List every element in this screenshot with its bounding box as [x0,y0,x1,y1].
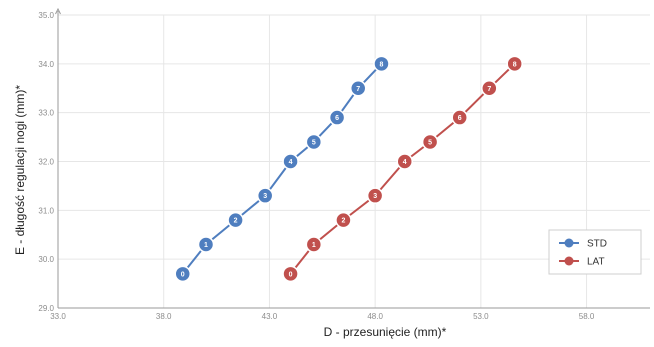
y-axis-arrow [55,7,61,15]
y-axis-title: E - długość regulacji nogi (mm)* [13,85,27,255]
legend-marker-std [564,238,574,248]
x-tick-label: 53.0 [473,312,489,321]
x-tick-label: 33.0 [50,312,66,321]
data-point-lat [335,211,352,229]
legend-box [548,229,642,275]
y-tick-label: 29.0 [38,304,54,313]
legend: STD LAT [548,229,642,275]
legend-label-std: STD [587,239,607,250]
data-point-label-std: 0 [181,271,185,278]
x-tick-label: 43.0 [262,312,278,321]
legend-marker-lat [564,256,574,266]
series-lat: 0 1 2 3 4 5 6 7 8 [282,55,523,283]
x-tick-label: 48.0 [367,312,383,321]
data-point-label-std: 1 [204,242,208,249]
data-point-std [373,55,390,73]
data-point-label-lat: 0 [289,271,293,278]
data-point-std [305,133,323,151]
x-tick-labels: 33.0 38.0 43.0 48.0 53.0 58.0 [50,312,595,321]
y-tick-label: 30.0 [38,255,54,264]
data-point-label-lat: 2 [341,218,345,225]
data-point-lat [396,153,413,170]
data-point-label-std: 2 [234,218,238,225]
data-point-lat [481,80,498,97]
y-tick-label: 34.0 [38,60,54,69]
data-point-std [227,211,244,229]
y-tick-label: 35.0 [38,11,54,20]
data-point-std [349,80,367,97]
data-point-std [256,187,274,204]
axes [55,7,650,309]
data-point-lat [506,55,523,73]
data-point-label-std: 6 [335,115,339,122]
data-point-label-lat: 7 [487,86,491,93]
data-point-lat [305,236,323,253]
data-point-lat [451,109,468,126]
x-tick-label: 58.0 [579,312,595,321]
data-point-std [197,236,215,253]
data-point-label-std: 8 [380,61,384,68]
y-tick-label: 33.0 [38,109,54,118]
data-point-label-std: 5 [312,139,316,146]
y-tick-label: 32.0 [38,158,54,167]
data-point-label-lat: 4 [403,159,407,166]
data-point-std [282,153,299,170]
x-axis-title: D - przesunięcie (mm)* [324,325,447,339]
grid [58,14,650,308]
data-point-label-std: 3 [263,193,267,200]
series-std: 0 1 2 3 4 5 6 7 8 [174,55,390,283]
legend-label-lat: LAT [587,257,605,268]
data-point-label-std: 7 [356,86,360,93]
data-point-lat [282,265,299,283]
data-point-lat [421,133,439,151]
y-tick-label: 31.0 [38,206,54,215]
data-point-std [174,265,191,283]
data-point-label-lat: 8 [513,61,517,68]
x-tick-label: 38.0 [156,312,172,321]
data-point-label-lat: 3 [373,193,377,200]
y-tick-labels: 29.0 30.0 31.0 32.0 33.0 34.0 35.0 [38,11,54,313]
data-point-std [328,109,346,126]
data-point-label-lat: 5 [428,139,432,146]
series-layer: 0 1 2 3 4 5 6 7 8 0 1 2 3 4 5 6 7 8 [174,55,523,283]
data-point-label-lat: 1 [312,242,316,249]
data-point-label-std: 4 [289,159,293,166]
data-point-lat [366,187,384,204]
data-point-label-lat: 6 [458,115,462,122]
